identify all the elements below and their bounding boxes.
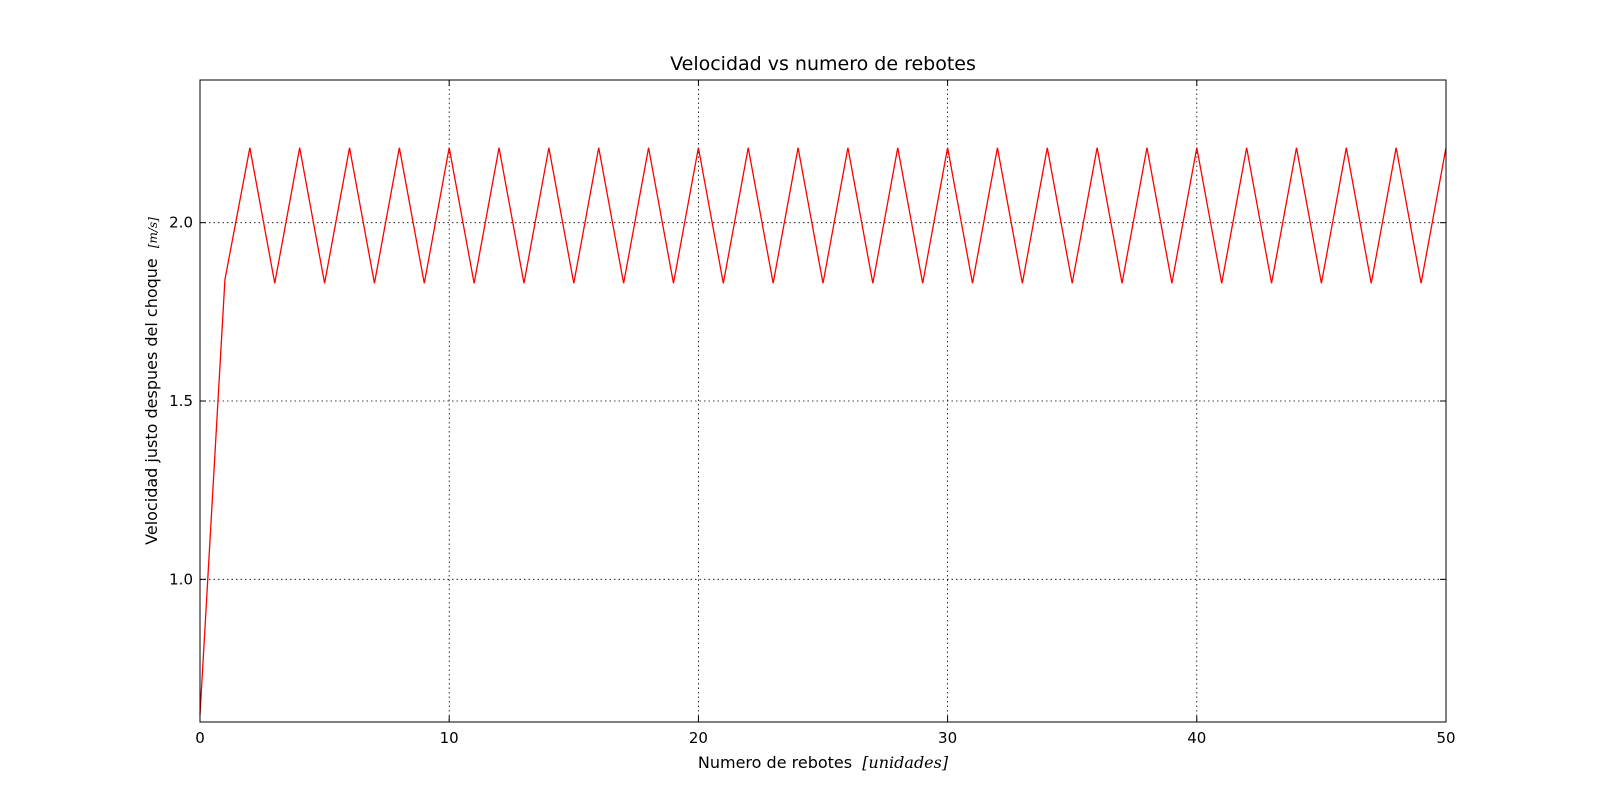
series-line [199,147,1447,715]
grid [200,80,1446,722]
chart-title: Velocidad vs numero de rebotes [670,53,976,75]
ticks [199,80,1447,722]
y-tick-label: 2.0 [169,214,193,232]
x-tick-label: 20 [689,729,708,747]
x-tick-label: 0 [195,729,205,747]
y-tick-label: 1.5 [169,392,193,410]
x-tick-label: 50 [1436,729,1455,747]
y-axis-label-unit: [m/s] [146,217,160,248]
x-axis-label-text: Numero de rebotes [698,753,852,772]
y-axis-label: Velocidad justo despues del choque [m/s] [142,217,161,545]
y-tick-label: 1.0 [169,570,193,588]
x-tick-label: 30 [938,729,957,747]
x-tick-label: 40 [1187,729,1206,747]
y-axis-label-text: Velocidad justo despues del choque [142,258,161,545]
tick-labels: 0 10 20 30 40 50 1.0 1.5 2.0 [169,214,1455,747]
x-axis-label: Numero de rebotes [unidades] [698,753,949,772]
x-axis-label-unit: [unidades] [862,753,949,772]
x-tick-label: 10 [440,729,459,747]
series-layer [199,147,1447,715]
